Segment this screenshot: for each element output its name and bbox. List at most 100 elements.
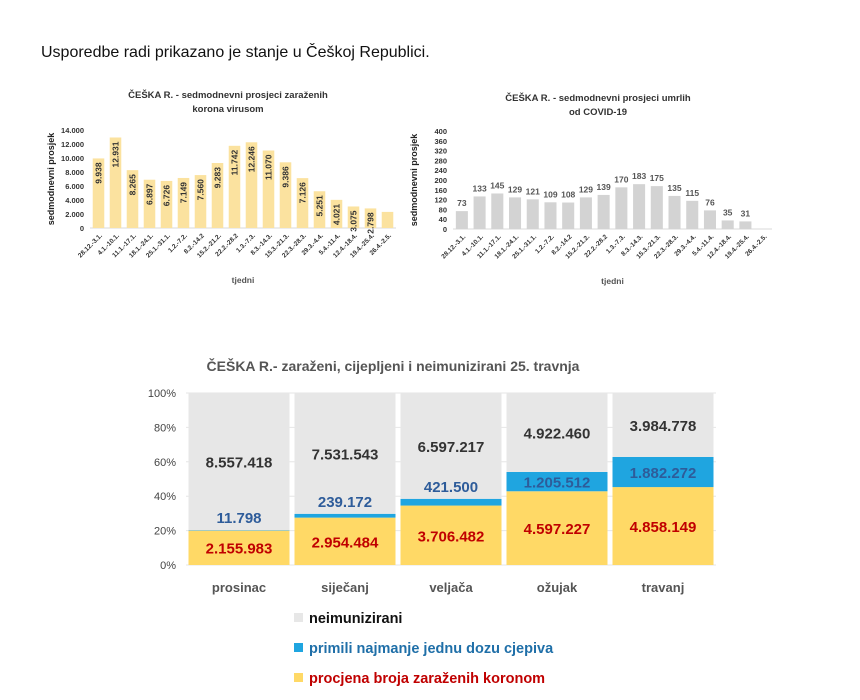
immunity-data-label: 4.922.460 bbox=[524, 425, 591, 442]
immunity-xtick-label: siječanj bbox=[321, 580, 369, 595]
immunity-ytick-label: 40% bbox=[154, 491, 176, 503]
deaths-title-line2: od COVID-19 bbox=[569, 107, 627, 118]
deaths-xtick-label: 1.2.-7.2. bbox=[534, 233, 556, 255]
immunity-bar-segment bbox=[294, 517, 396, 565]
immunity-data-label: 11.798 bbox=[216, 510, 261, 527]
deaths-data-label: 129 bbox=[508, 184, 522, 194]
deaths-xtick-label: 15.2.-21.2. bbox=[564, 233, 591, 260]
immunity-bar-segment bbox=[188, 393, 290, 531]
immunity-data-label: 7.531.543 bbox=[312, 446, 379, 463]
cases-xtick-label: 1.3.-7.3. bbox=[235, 232, 257, 254]
cases-bar bbox=[143, 179, 156, 228]
deaths-data-label: 133 bbox=[472, 183, 486, 193]
cases-bar bbox=[228, 145, 241, 228]
cases-data-label: 11.070 bbox=[264, 154, 274, 180]
deaths-bar bbox=[579, 197, 592, 229]
immunity-data-label: 3.706.482 bbox=[418, 528, 485, 545]
deaths-xtick-label: 29.3.-4.4. bbox=[673, 233, 698, 258]
cases-ytick-label: 2.000 bbox=[65, 210, 84, 219]
deaths-ytick-label: 120 bbox=[434, 196, 447, 205]
immunity-data-label: 8.557.418 bbox=[206, 455, 273, 472]
immunity-bar-segment bbox=[612, 487, 714, 565]
immunity-bar-segment bbox=[612, 393, 714, 457]
deaths-bar bbox=[473, 196, 486, 229]
deaths-ytick-label: 80 bbox=[439, 205, 447, 214]
cases-xtick-label: 15.2.-21.2. bbox=[196, 232, 223, 259]
immunity-data-label: 1.882.272 bbox=[630, 465, 697, 482]
legend-swatch bbox=[294, 613, 303, 622]
cases-xtick-label: 15.3.-21.3. bbox=[264, 232, 291, 259]
cases-ytick-label: 10.000 bbox=[61, 154, 84, 163]
cases-bar bbox=[296, 178, 309, 228]
deaths-bar bbox=[615, 187, 628, 229]
immunity-ytick-label: 20% bbox=[154, 526, 176, 538]
deaths-data-label: 175 bbox=[650, 173, 664, 183]
cases-ytick-label: 8.000 bbox=[65, 168, 84, 177]
deaths-ytick-label: 400 bbox=[434, 127, 447, 136]
deaths-bar bbox=[544, 202, 557, 229]
legend-swatch bbox=[294, 643, 303, 652]
deaths-bar bbox=[739, 221, 752, 229]
immunity-bar-segment bbox=[294, 513, 396, 518]
deaths-xtick-label: 8.2.-14.2 bbox=[551, 233, 574, 256]
deaths-data-label: 76 bbox=[705, 197, 715, 207]
deaths-ytick-label: 40 bbox=[439, 215, 447, 224]
cases-data-label: 9.283 bbox=[213, 167, 223, 189]
cases-title-line1: ČEŠKA R. - sedmodnevni prosjeci zaraženi… bbox=[128, 89, 328, 101]
cases-ytick-label: 0 bbox=[80, 224, 84, 233]
deaths-bar bbox=[633, 184, 646, 229]
deaths-x-axis-label: tjedni bbox=[601, 276, 624, 286]
deaths-title-line1: ČEŠKA R. - sedmodnevni prosjeci umrlih bbox=[505, 92, 691, 104]
cases-data-label: 7.560 bbox=[196, 179, 206, 201]
deaths-bar bbox=[491, 193, 504, 229]
deaths-bar bbox=[668, 195, 681, 229]
cases-data-label: 11.742 bbox=[230, 150, 240, 176]
cases-ytick-label: 12.000 bbox=[61, 140, 84, 149]
cases-bar bbox=[109, 137, 122, 228]
cases-xtick-label: 4.1.-10.1. bbox=[97, 232, 122, 257]
deaths-xtick-label: 22.3.-28.3. bbox=[653, 233, 680, 260]
deaths-xtick-label: 25.1.-31.1. bbox=[511, 233, 538, 260]
cases-bar bbox=[330, 199, 343, 228]
immunity-ytick-label: 0% bbox=[160, 560, 176, 572]
deaths-xtick-label: 18.1.-24.1. bbox=[494, 233, 521, 260]
cases-bar bbox=[92, 158, 105, 228]
cases-data-label: 2.798 bbox=[366, 212, 376, 234]
deaths-ytick-label: 0 bbox=[443, 225, 447, 234]
immunity-chart-title: ČEŠKA R.- zaraženi, cijepljeni i neimuni… bbox=[207, 357, 580, 374]
deaths-xtick-label: 5.4.-11.4. bbox=[691, 233, 715, 257]
cases-bar bbox=[126, 170, 139, 228]
cases-data-label: 6.897 bbox=[145, 183, 155, 205]
deaths-xtick-label: 11.1.-17.1. bbox=[476, 233, 503, 260]
deaths-data-label: 135 bbox=[667, 183, 681, 193]
cases-bar bbox=[364, 208, 377, 228]
cases-data-label: 12.246 bbox=[247, 146, 257, 172]
deaths-xtick-label: 1.3.-7.3. bbox=[605, 233, 627, 255]
deaths-data-label: 31 bbox=[741, 208, 751, 218]
cases-ytick-label: 4.000 bbox=[65, 196, 84, 205]
cases-data-label: 9.386 bbox=[281, 166, 291, 188]
cases-ytick-label: 6.000 bbox=[65, 182, 84, 191]
cases-bar bbox=[177, 177, 190, 228]
deaths-bar bbox=[597, 194, 610, 229]
cases-xtick-label: 25.1.-31.1. bbox=[145, 232, 172, 259]
cases-xtick-label: 12.4.-18.4. bbox=[332, 232, 359, 259]
deaths-bar bbox=[703, 210, 716, 229]
cases-xtick-label: 19.4.-25.4. bbox=[349, 232, 376, 259]
deaths-bar bbox=[509, 197, 522, 229]
deaths-data-label: 139 bbox=[597, 182, 611, 192]
deaths-ytick-label: 280 bbox=[434, 156, 447, 165]
immunity-bar-segment bbox=[188, 530, 290, 565]
immunity-bar-segment bbox=[506, 393, 608, 472]
deaths-data-label: 108 bbox=[561, 190, 575, 200]
immunity-xtick-label: ožujak bbox=[537, 580, 578, 595]
legend-label: neimunizirani bbox=[309, 611, 402, 627]
cases-bar bbox=[262, 150, 275, 228]
deaths-data-label: 115 bbox=[685, 188, 699, 198]
cases-bar bbox=[313, 191, 326, 228]
deaths-ytick-label: 240 bbox=[434, 166, 447, 175]
immunity-data-label: 3.984.778 bbox=[630, 418, 697, 435]
deaths-ytick-label: 320 bbox=[434, 147, 447, 156]
cases-ytick-label: 14.000 bbox=[61, 126, 84, 135]
deaths-data-label: 121 bbox=[526, 186, 540, 196]
